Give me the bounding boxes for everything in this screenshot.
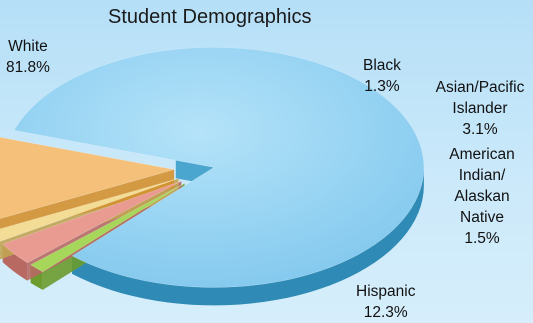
label-asian-pacific-islander: Asian/Pacific Islander 3.1% bbox=[432, 77, 528, 140]
slice-white bbox=[13, 47, 425, 288]
label-black-name: Black bbox=[363, 57, 401, 74]
label-asian-pacific-islander-value: 3.1% bbox=[462, 121, 498, 138]
label-hispanic-name: Hispanic bbox=[356, 283, 416, 300]
label-hispanic: Hispanic 12.3% bbox=[356, 281, 415, 323]
slice-american-indian-alaskan-native bbox=[0, 178, 179, 242]
slice-side-white bbox=[72, 167, 424, 306]
label-white-name: White bbox=[8, 38, 48, 55]
label-black-value: 1.3% bbox=[364, 78, 400, 95]
chart-title: Student Demographics bbox=[108, 6, 312, 28]
label-white-value: 81.8% bbox=[6, 59, 50, 76]
label-american-indian-alaskan-native-value: 1.5% bbox=[464, 230, 500, 247]
label-black: Black 1.3% bbox=[363, 55, 401, 97]
slice-asian-pacific-islander bbox=[2, 180, 182, 264]
label-asian-pacific-islander-name: Asian/Pacific Islander bbox=[435, 79, 525, 117]
label-hispanic-value: 12.3% bbox=[363, 304, 408, 321]
slice-black bbox=[30, 183, 185, 273]
slice-hispanic bbox=[0, 136, 175, 219]
label-american-indian-alaskan-native-name: American Indian/ Alaskan Native bbox=[449, 146, 515, 226]
label-american-indian-alaskan-native: American Indian/ Alaskan Native 1.5% bbox=[440, 144, 524, 249]
label-white: White 81.8% bbox=[6, 36, 50, 78]
